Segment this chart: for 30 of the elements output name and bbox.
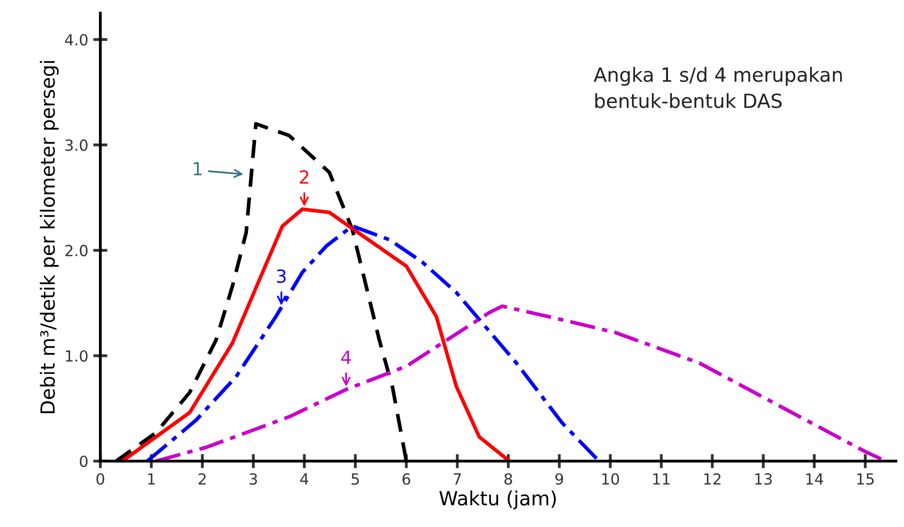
annotation: 4	[341, 350, 351, 364]
x-tick-label: 12	[704, 473, 720, 485]
annotation: 3	[277, 269, 286, 283]
annotation: Angka 1 s/d 4 merupakan bentuk-bentuk DAS	[594, 66, 842, 108]
x-tick-label: 6	[402, 473, 410, 485]
x-tick-label: 0	[96, 473, 104, 485]
x-tick-label: 14	[806, 473, 824, 485]
y-tick-label: 2.0	[65, 244, 88, 256]
annotation: 2	[300, 170, 308, 184]
x-tick-label: 9	[555, 473, 564, 485]
x-tick-label: 15	[857, 473, 874, 485]
x-tick-label: 11	[653, 473, 670, 485]
y-tick-label: 3.0	[65, 139, 88, 151]
x-tick-label: 8	[504, 473, 512, 485]
x-tick-label: 3	[250, 473, 257, 485]
x-tick-label: 10	[602, 473, 619, 485]
y-axis-title: Debit m³/detik per kilometer persegi	[40, 61, 59, 414]
x-tick-label: 4	[300, 473, 308, 485]
x-axis-title: Waktu (jam)	[439, 490, 556, 510]
x-tick-label: 7	[454, 473, 461, 485]
x-tick-label: 1	[148, 473, 155, 485]
y-tick-label: 4.0	[64, 34, 88, 46]
line-series	[145, 224, 601, 462]
x-tick-label: 13	[755, 473, 772, 485]
y-tick-label: 0	[80, 456, 88, 468]
x-tick-label: 5	[352, 473, 359, 485]
line-series	[120, 207, 512, 462]
annotation: 1	[194, 162, 202, 176]
y-tick-label: 1.0	[66, 350, 88, 362]
x-tick-label: 2	[198, 473, 206, 485]
